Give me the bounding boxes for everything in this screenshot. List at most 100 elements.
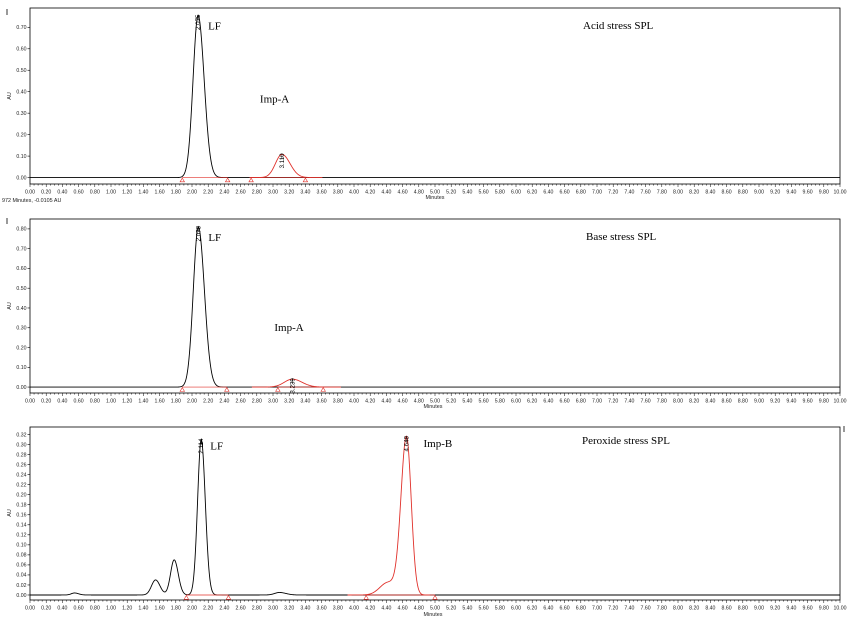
x-tick-label: 3.20 (284, 399, 294, 405)
x-tick-label: 5.20 (446, 606, 456, 612)
x-tick-label: 2.00 (187, 399, 197, 405)
x-tick-label: 1.00 (106, 606, 116, 612)
x-tick-label: 10.00 (834, 399, 847, 405)
y-tick-label: 0.30 (16, 111, 26, 117)
x-tick-label: 4.60 (398, 606, 408, 612)
peak-name-label: LF (208, 21, 221, 33)
x-tick-label: 1.40 (138, 399, 148, 405)
traces (30, 435, 840, 600)
x-tick-label: 0.00 (25, 399, 35, 405)
x-tick-label: 7.60 (641, 399, 651, 405)
y-tick-label: 0.40 (16, 90, 26, 96)
x-tick-label: 6.60 (560, 190, 570, 196)
integration-marker (432, 594, 438, 600)
x-tick-label: 3.80 (333, 606, 343, 612)
plot-frame (29, 7, 841, 185)
x-tick-label: 3.40 (300, 190, 310, 196)
traces (30, 226, 840, 392)
x-tick-label: 1.60 (155, 190, 165, 196)
y-tick-label: 0.18 (16, 503, 26, 509)
y-tick-label: 0.00 (16, 593, 26, 599)
x-tick-label: 8.20 (689, 399, 699, 405)
x-tick-label: 1.00 (106, 190, 116, 196)
x-tick-label: 4.20 (365, 190, 375, 196)
y-axis-ticks: 0.00 0.10 0.20 0.30 0.40 0.50 0.60 0.70 (16, 25, 30, 181)
x-tick-label: 6.40 (543, 190, 553, 196)
x-tick-label: 6.40 (543, 606, 553, 612)
x-tick-label: 8.60 (722, 606, 732, 612)
y-tick-label: 0.30 (16, 326, 26, 332)
x-tick-label: 3.80 (333, 190, 343, 196)
x-tick-label: 4.40 (381, 399, 391, 405)
y-tick-label: 0.70 (16, 246, 26, 252)
y-tick-label: 0.60 (16, 266, 26, 272)
y-tick-label: 0.50 (16, 68, 26, 74)
y-axis-title: AU (7, 509, 13, 517)
x-tick-label: 7.60 (641, 606, 651, 612)
integration-marker (224, 386, 230, 392)
x-tick-label: 4.60 (398, 190, 408, 196)
y-tick-label: 0.22 (16, 482, 26, 488)
plot-frame (29, 218, 841, 394)
x-tick-label: 9.60 (803, 399, 813, 405)
x-axis-ticks: 0.00 0.20 0.40 0.60 0.80 1.00 1.20 1.40 1.60 1.80… (25, 393, 847, 405)
x-tick-label: 0.40 (57, 399, 67, 405)
x-tick-label: 9.40 (786, 606, 796, 612)
plot-frame (29, 426, 841, 601)
x-tick-label: 3.00 (268, 606, 278, 612)
x-axis-title: Minutes (426, 195, 445, 201)
x-axis-title: Minutes (424, 404, 443, 410)
y-tick-label: 0.32 (16, 432, 26, 438)
x-tick-label: 2.60 (236, 399, 246, 405)
x-tick-label: 4.60 (398, 399, 408, 405)
x-tick-label: 8.80 (738, 190, 748, 196)
x-tick-label: 3.00 (268, 399, 278, 405)
panel-acid-stress: 0.00 0.10 0.20 0.30 0.40 0.50 0.60 0.70 0.00 0.2… (6, 7, 847, 201)
y-tick-label: 0.60 (16, 47, 26, 53)
x-tick-label: 4.00 (349, 399, 359, 405)
x-tick-label: 6.20 (527, 190, 537, 196)
x-tick-label: 9.80 (819, 606, 829, 612)
x-tick-label: 8.40 (705, 190, 715, 196)
x-tick-label: 8.20 (689, 190, 699, 196)
y-tick-label: 0.00 (16, 175, 26, 181)
trace-line (251, 378, 341, 388)
x-tick-label: 7.40 (624, 399, 634, 405)
retention-time-label: 2.078 (195, 225, 202, 241)
x-tick-label: 8.40 (705, 399, 715, 405)
integration-marker (224, 177, 231, 183)
y-tick-label: 0.10 (16, 365, 26, 371)
x-tick-label: 1.00 (106, 399, 116, 405)
x-tick-label: 4.40 (381, 606, 391, 612)
x-tick-label: 0.20 (41, 399, 51, 405)
integration-marker (275, 386, 281, 392)
y-axis-ticks: 0.00 0.02 0.04 0.06 0.08 0.10 0.12 0.14 0.16 0.18… (16, 432, 30, 599)
x-tick-label: 0.40 (57, 606, 67, 612)
y-tick-label: 0.00 (16, 385, 26, 391)
x-tick-label: 6.00 (511, 606, 521, 612)
y-tick-label: 0.12 (16, 533, 26, 539)
peak-annotations: 2.114 LF 4.648 Imp-B (198, 435, 452, 453)
x-tick-label: 2.40 (219, 399, 229, 405)
x-tick-label: 5.40 (462, 399, 472, 405)
y-tick-label: 0.16 (16, 513, 26, 519)
x-tick-label: 5.20 (446, 399, 456, 405)
x-tick-label: 3.40 (300, 399, 310, 405)
y-tick-label: 0.20 (16, 492, 26, 498)
x-tick-label: 0.80 (90, 190, 100, 196)
x-tick-label: 8.80 (738, 399, 748, 405)
x-tick-label: 3.00 (268, 190, 278, 196)
retention-time-label: 2.075 (195, 14, 202, 30)
x-tick-label: 1.80 (171, 399, 181, 405)
x-tick-label: 5.60 (479, 606, 489, 612)
x-tick-label: 0.80 (90, 606, 100, 612)
x-tick-label: 6.80 (576, 190, 586, 196)
x-tick-label: 6.40 (543, 399, 553, 405)
trace-line (249, 153, 323, 179)
chart-title: Base stress SPL (586, 231, 657, 243)
x-tick-label: 5.80 (495, 399, 505, 405)
x-axis-ticks: 0.00 0.20 0.40 0.60 0.80 1.00 1.20 1.40 1.60 1.80… (25, 184, 847, 196)
x-tick-label: 4.80 (414, 190, 424, 196)
status-readout: 972 Minutes, -0.0105 AU (2, 198, 61, 204)
